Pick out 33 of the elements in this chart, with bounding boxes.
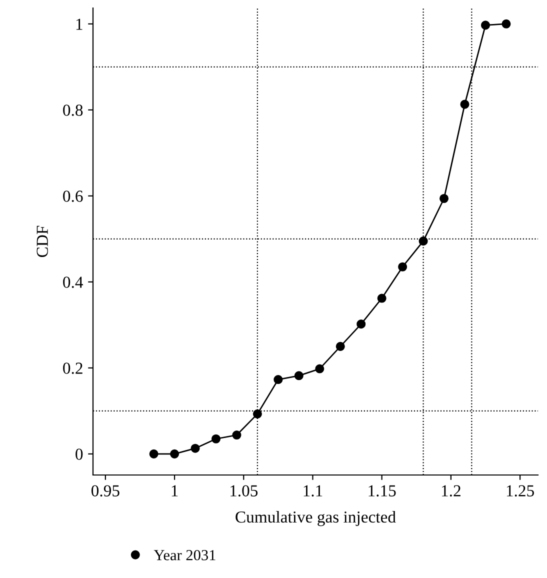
- point: [460, 100, 470, 109]
- y-tick-label: 1: [76, 18, 82, 30]
- point: [252, 409, 262, 418]
- x-tick-label: 1.05: [230, 485, 258, 497]
- point: [274, 375, 283, 384]
- y-tick-label: 0.2: [63, 362, 82, 374]
- y-tick-label: 0.8: [63, 104, 83, 116]
- x-axis-title: Cumulative gas injected: [236, 510, 396, 526]
- point: [190, 444, 200, 453]
- y-axis-title: CDF: [36, 226, 48, 258]
- point: [398, 262, 408, 272]
- point: [356, 320, 366, 329]
- point: [377, 294, 386, 303]
- point: [315, 364, 324, 374]
- point: [440, 194, 449, 204]
- x-tick-label: 0.95: [91, 485, 120, 497]
- x-tick-label: 1.1: [304, 485, 322, 497]
- point: [336, 342, 345, 351]
- y-tick-label: 0.4: [63, 276, 84, 288]
- point: [149, 449, 158, 458]
- point: [294, 371, 304, 380]
- point: [502, 19, 511, 28]
- y-tick-label: 0.6: [63, 190, 83, 202]
- point: [211, 434, 221, 444]
- point: [170, 449, 180, 458]
- legend-label: Year 2031: [154, 550, 216, 560]
- point: [480, 20, 490, 30]
- x-tick-label: 1.25: [506, 485, 534, 497]
- x-tick-label: 1.2: [442, 485, 460, 497]
- x-tick-label: 1: [172, 485, 178, 496]
- y-tick-label: 0: [76, 448, 83, 460]
- point: [232, 430, 242, 440]
- x-tick-label: 1.15: [368, 485, 396, 497]
